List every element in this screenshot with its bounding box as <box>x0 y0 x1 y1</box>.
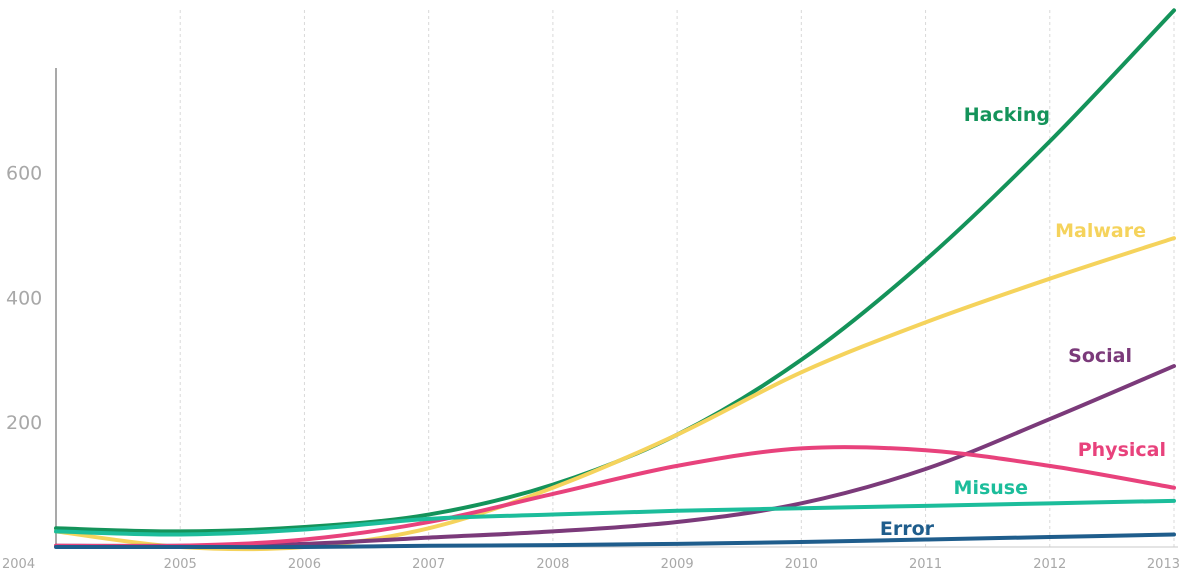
series-line-social <box>54 364 1176 548</box>
x-tick-2009: 2009 <box>661 557 694 572</box>
x-tick-labels: 2004 2005 2006 2007 2008 2009 2010 2011 2012 2013 <box>2 557 1180 572</box>
series-line-error <box>54 532 1176 550</box>
x-tick-2006: 2006 <box>288 557 321 572</box>
y-tick-400: 400 <box>6 287 42 309</box>
x-tick-2007: 2007 <box>412 557 445 572</box>
x-tick-2008: 2008 <box>536 557 569 572</box>
series-label-misuse: Misuse <box>954 477 1028 499</box>
series-line-malware <box>54 236 1176 552</box>
series-labels: Hacking Malware Social Physical Misuse Error <box>880 104 1166 540</box>
series-line-misuse <box>54 498 1176 537</box>
x-tick-2013: 2013 <box>1147 557 1180 572</box>
series-label-physical: Physical <box>1078 439 1166 461</box>
series-line-hacking <box>54 8 1176 534</box>
y-tick-labels: 200 400 600 <box>6 163 42 435</box>
x-tick-2012: 2012 <box>1033 557 1066 572</box>
x-tick-2005: 2005 <box>164 557 197 572</box>
series-line-physical <box>54 445 1176 549</box>
axes <box>55 68 1178 548</box>
series-label-error: Error <box>880 518 935 540</box>
series-label-hacking: Hacking <box>964 104 1050 126</box>
y-tick-600: 600 <box>6 163 42 185</box>
x-tick-2004: 2004 <box>2 557 35 572</box>
series-label-malware: Malware <box>1055 220 1146 242</box>
y-tick-200: 200 <box>6 412 42 434</box>
series-label-social: Social <box>1068 345 1132 367</box>
x-tick-2010: 2010 <box>785 557 818 572</box>
series-lines <box>54 8 1176 552</box>
x-tick-2011: 2011 <box>909 557 942 572</box>
